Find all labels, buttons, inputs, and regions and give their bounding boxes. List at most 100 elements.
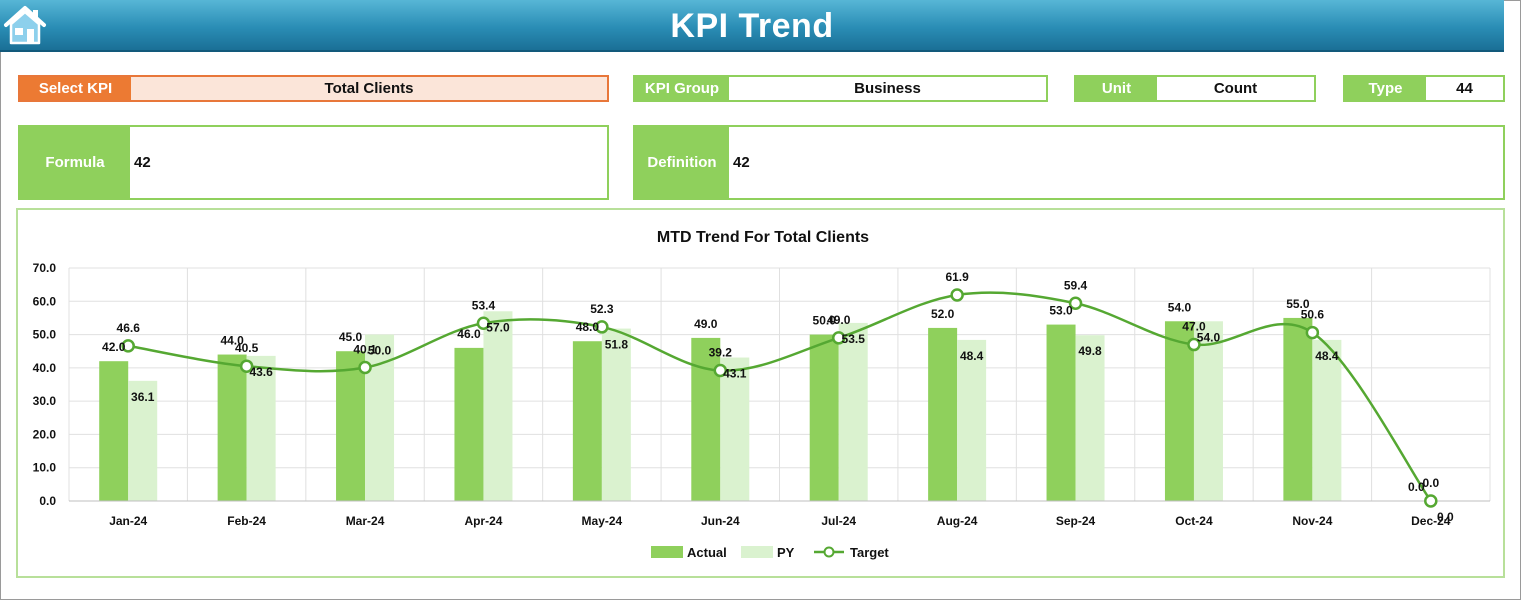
y-tick-label: 70.0 bbox=[33, 261, 57, 275]
bar-py bbox=[838, 322, 868, 501]
bar-py bbox=[1193, 321, 1223, 501]
data-label-target: 0.0 bbox=[1422, 476, 1439, 490]
x-tick-label: Jul-24 bbox=[821, 514, 856, 528]
bar-py bbox=[1075, 335, 1105, 501]
bar-py bbox=[601, 328, 631, 501]
legend-label-target: Target bbox=[850, 545, 889, 560]
formula-label: Formula bbox=[20, 127, 130, 198]
x-tick-label: Mar-24 bbox=[346, 514, 385, 528]
data-label-py: 43.1 bbox=[723, 367, 747, 381]
unit-field: Unit Count bbox=[1074, 75, 1316, 102]
bar-actual bbox=[217, 354, 247, 501]
bar-actual bbox=[1046, 324, 1076, 501]
x-tick-label: Jun-24 bbox=[701, 514, 740, 528]
bar-actual bbox=[572, 341, 602, 501]
bar-py bbox=[128, 380, 158, 501]
target-marker bbox=[831, 331, 846, 345]
kpi-group-value: Business bbox=[854, 80, 921, 97]
bar-actual bbox=[1283, 317, 1313, 501]
bar-actual bbox=[928, 327, 958, 501]
x-tick-label: Nov-24 bbox=[1292, 514, 1332, 528]
data-label-actual: 49.0 bbox=[694, 317, 718, 331]
data-label-actual: 54.0 bbox=[1168, 300, 1192, 314]
x-tick-label: Sep-24 bbox=[1056, 514, 1096, 528]
header-banner: KPI Trend bbox=[0, 0, 1504, 52]
target-marker bbox=[595, 320, 609, 334]
home-icon[interactable] bbox=[2, 4, 48, 46]
data-label-actual: 55.0 bbox=[1286, 297, 1310, 311]
data-label-py: 50.0 bbox=[368, 344, 392, 358]
data-label-actual: 45.0 bbox=[339, 330, 363, 344]
data-label-target: 46.6 bbox=[117, 321, 141, 335]
bar-py bbox=[957, 339, 987, 501]
unit-value: Count bbox=[1213, 80, 1258, 97]
target-marker bbox=[713, 363, 728, 378]
data-label-target: 50.6 bbox=[1301, 308, 1325, 322]
bar-py bbox=[483, 311, 513, 501]
bar-py bbox=[720, 357, 750, 501]
definition-field: Definition 42 bbox=[633, 125, 1505, 200]
data-label-actual: 44.0 bbox=[220, 334, 244, 348]
data-label-actual: 46.0 bbox=[457, 327, 481, 341]
page-title: KPI Trend bbox=[670, 7, 834, 45]
x-tick-label: Oct-24 bbox=[1175, 514, 1213, 528]
data-label-target: 47.0 bbox=[1182, 320, 1206, 334]
y-tick-label: 0.0 bbox=[39, 494, 56, 508]
x-tick-label: Feb-24 bbox=[227, 514, 266, 528]
bar-py bbox=[365, 334, 395, 501]
y-tick-label: 40.0 bbox=[33, 361, 57, 375]
x-tick-label: Apr-24 bbox=[464, 514, 502, 528]
type-label: Type bbox=[1345, 77, 1426, 100]
data-label-py: 43.6 bbox=[249, 365, 273, 379]
data-label-py: 48.4 bbox=[1315, 349, 1339, 363]
data-label-target: 39.2 bbox=[709, 346, 733, 360]
legend-swatch-py bbox=[741, 546, 773, 558]
target-marker bbox=[358, 360, 372, 375]
target-marker bbox=[950, 288, 964, 302]
target-marker bbox=[1068, 296, 1083, 311]
data-label-py: 54.0 bbox=[1197, 330, 1221, 344]
data-label-actual: 48.0 bbox=[576, 320, 600, 334]
y-tick-label: 10.0 bbox=[33, 461, 57, 475]
data-label-actual: 42.0 bbox=[102, 340, 126, 354]
data-label-target: 61.9 bbox=[945, 270, 969, 284]
data-label-target: 49.0 bbox=[827, 313, 851, 327]
mtd-trend-chart: MTD Trend For Total Clients 0.0 10.0 20.0 30… bbox=[33, 229, 1491, 560]
type-field: Type 44 bbox=[1343, 75, 1505, 102]
legend-label-py: PY bbox=[777, 545, 795, 560]
data-label-py: 49.8 bbox=[1078, 344, 1102, 358]
select-kpi-dropdown[interactable]: Total Clients bbox=[131, 77, 607, 100]
x-tick-label: May-24 bbox=[582, 514, 623, 528]
data-label-target: 59.4 bbox=[1064, 278, 1088, 292]
data-label-py: 48.4 bbox=[960, 349, 984, 363]
bar-actual bbox=[454, 347, 484, 501]
y-tick-label: 30.0 bbox=[33, 394, 57, 408]
data-label-target: 40.1 bbox=[353, 343, 377, 357]
select-kpi-field: Select KPI Total Clients bbox=[18, 75, 609, 102]
chart-panel: MTD Trend For Total Clients 0.0 10.0 20.0 30… bbox=[16, 208, 1505, 578]
data-label-py: 57.0 bbox=[486, 320, 510, 334]
data-label-actual: 50.0 bbox=[813, 314, 837, 328]
y-tick-label: 50.0 bbox=[33, 328, 57, 342]
formula-value: 42 bbox=[134, 154, 151, 171]
target-marker bbox=[476, 316, 491, 331]
formula-field: Formula 42 bbox=[18, 125, 609, 200]
definition-value: 42 bbox=[733, 154, 750, 171]
x-tick-label: Jan-24 bbox=[109, 514, 147, 528]
legend-swatch-actual bbox=[651, 546, 683, 558]
bar-py bbox=[246, 355, 276, 501]
data-label-py: 36.1 bbox=[131, 390, 155, 404]
data-label-py: 0.0 bbox=[1437, 510, 1454, 524]
legend-label-actual: Actual bbox=[687, 545, 727, 560]
bar-actual bbox=[691, 337, 721, 501]
definition-label: Definition bbox=[635, 127, 729, 198]
target-marker bbox=[1305, 325, 1320, 340]
y-tick-label: 20.0 bbox=[33, 427, 57, 441]
y-tick-label: 60.0 bbox=[33, 294, 57, 308]
kpi-group-label: KPI Group bbox=[635, 77, 729, 100]
bar-actual bbox=[1164, 321, 1194, 501]
x-tick-label: Aug-24 bbox=[937, 514, 978, 528]
x-tick-label: Dec-24 bbox=[1411, 514, 1451, 528]
bar-actual bbox=[809, 334, 839, 501]
bar-actual bbox=[336, 351, 366, 501]
